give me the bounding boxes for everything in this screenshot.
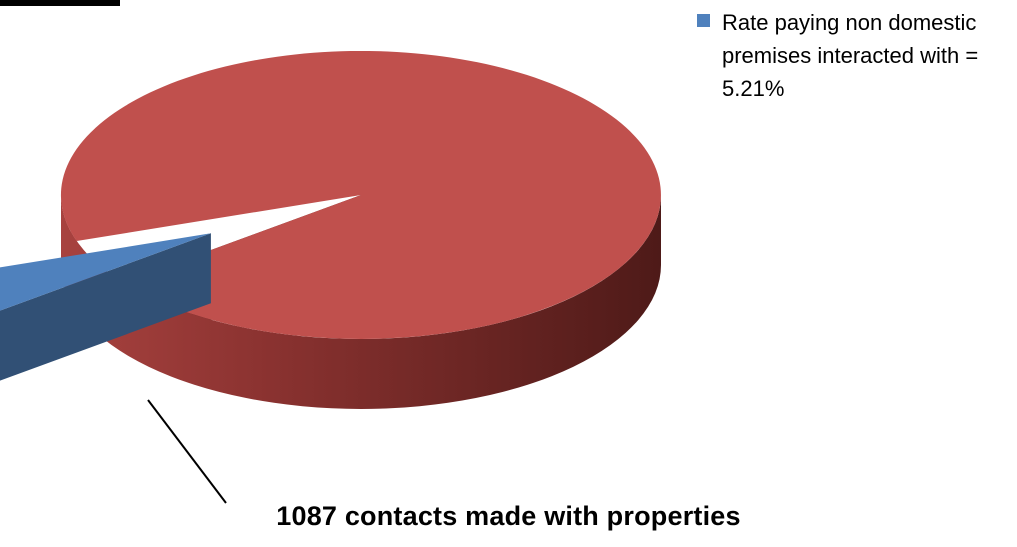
red-slice-wall	[61, 195, 661, 409]
annotation-leaders	[147, 399, 227, 504]
legend-swatch	[697, 14, 710, 27]
header-bar	[0, 0, 120, 6]
blue-slice-top	[0, 233, 211, 311]
annotation-leader-line	[147, 399, 227, 504]
legend: Rate paying non domestic premises intera…	[697, 6, 1012, 105]
red-slice-top	[60, 50, 661, 339]
blue-slice-cut-face	[0, 233, 211, 381]
legend-label: Rate paying non domestic premises intera…	[722, 10, 979, 101]
contacts-annotation: 1087 contacts made with properties	[276, 501, 741, 531]
pie-slices	[0, 50, 661, 409]
